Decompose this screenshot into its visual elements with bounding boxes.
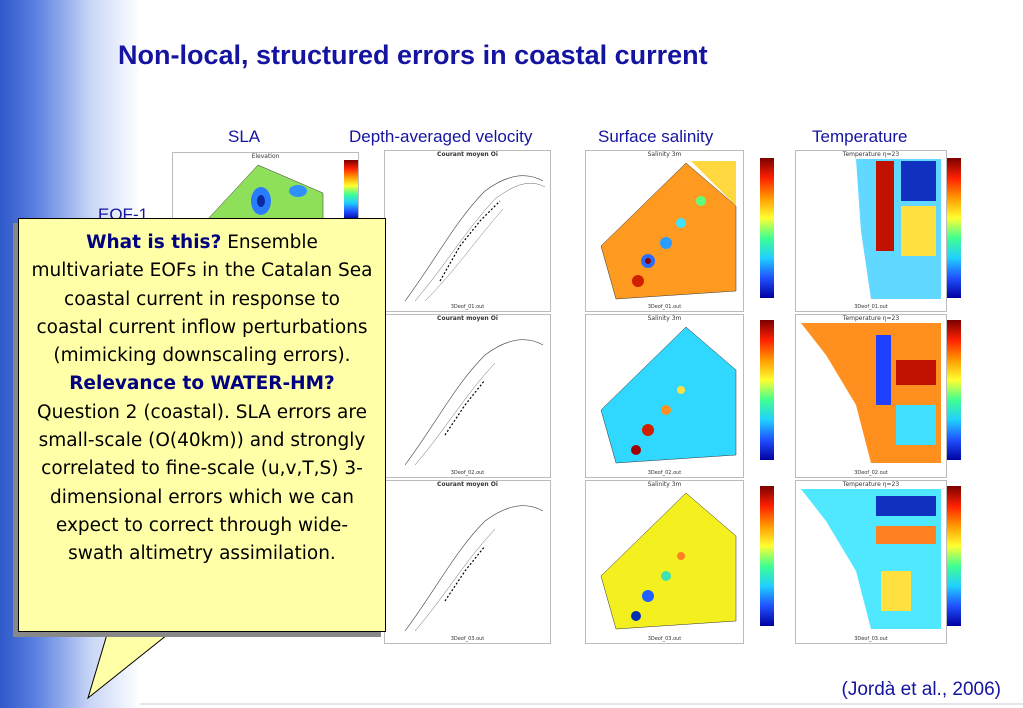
velocity-plot-1 xyxy=(404,175,546,302)
temperature-colorbar-right-2 xyxy=(947,320,961,460)
footer-divider xyxy=(140,703,1023,705)
velocity-panel-title: Courant moyen Oi xyxy=(437,481,498,488)
slide-title: Non-local, structured errors in coastal … xyxy=(118,40,708,70)
temperature-panel-title: Temperature η=23 xyxy=(842,151,900,158)
salinity-panel-title: Salinity 3m xyxy=(647,481,682,488)
temperature-panel-2: Temperature η=23 3Deof_02.out xyxy=(795,314,947,478)
velocity-panel-1: Courant moyen Oi 3Deof_01.out xyxy=(384,150,551,312)
salinity-panel-1: Salinity 3m 3Deof_01.out xyxy=(585,150,744,312)
velocity-footer-2: 3Deof_02.out xyxy=(450,470,485,476)
citation: (Jordà et al., 2006) xyxy=(841,679,1001,700)
temperature-plot-3 xyxy=(801,489,941,629)
velocity-footer-3: 3Deof_03.out xyxy=(450,636,485,642)
column-header-temperature: Temperature xyxy=(812,127,908,146)
sla-panel-title: Elevation xyxy=(251,153,280,160)
velocity-plot-2 xyxy=(404,339,544,466)
salinity-footer-2: 3Deof_02.out xyxy=(647,470,682,476)
temperature-colorbar-left-2 xyxy=(760,320,774,460)
temperature-colorbar-left-3 xyxy=(760,486,774,626)
temperature-panel-title: Temperature η=23 xyxy=(842,481,900,488)
velocity-panel-title: Courant moyen Oi xyxy=(437,151,498,158)
velocity-panel-title: Courant moyen Oi xyxy=(437,315,498,322)
salinity-footer-1: 3Deof_01.out xyxy=(647,304,682,310)
callout-text-what: Ensemble multivariate EOFs in the Catala… xyxy=(31,232,373,367)
callout-heading-relevance: Relevance to WATER-HM? xyxy=(69,373,335,395)
temperature-colorbar-right-3 xyxy=(947,486,961,626)
column-header-velocity: Depth-averaged velocity xyxy=(349,127,533,146)
velocity-plot-3 xyxy=(404,505,544,632)
salinity-panel-title: Salinity 3m xyxy=(647,151,682,158)
temperature-panel-1: Temperature η=23 3Deof_01.out xyxy=(795,150,947,312)
temperature-panel-title: Temperature η=23 xyxy=(842,315,900,322)
temperature-plot-2 xyxy=(801,323,941,463)
temperature-footer-3: 3Deof_03.out xyxy=(854,636,888,642)
salinity-plot-2 xyxy=(600,326,737,464)
column-header-salinity: Surface salinity xyxy=(598,127,714,146)
velocity-panel-2: Courant moyen Oi 3Deof_02.out xyxy=(384,314,551,478)
salinity-panel-3: Salinity 3m 3Deof_03.out xyxy=(585,480,744,644)
callout-heading-what: What is this? xyxy=(86,232,222,253)
temperature-panel-3: Temperature η=23 3Deof_03.out xyxy=(795,480,947,644)
callout-text-relevance: Question 2 (coastal). SLA errors are sma… xyxy=(37,401,367,565)
temperature-footer-2: 3Deof_02.out xyxy=(854,470,888,476)
salinity-panel-title: Salinity 3m xyxy=(647,315,682,322)
explanation-callout: What is this? Ensemble multivariate EOFs… xyxy=(18,218,386,632)
temperature-plot-1 xyxy=(801,159,941,299)
temperature-colorbar-right-1 xyxy=(947,158,961,298)
velocity-footer-1: 3Deof_01.out xyxy=(450,304,485,310)
temperature-colorbar-left-1 xyxy=(760,158,774,298)
salinity-plot-1 xyxy=(600,161,737,300)
sla-colorbar xyxy=(344,160,358,220)
column-header-sla: SLA xyxy=(228,127,261,146)
temperature-footer-1: 3Deof_01.out xyxy=(854,304,888,310)
salinity-panel-2: Salinity 3m 3Deof_02.out xyxy=(585,314,744,478)
salinity-plot-3 xyxy=(600,492,737,630)
salinity-footer-3: 3Deof_03.out xyxy=(647,636,682,642)
